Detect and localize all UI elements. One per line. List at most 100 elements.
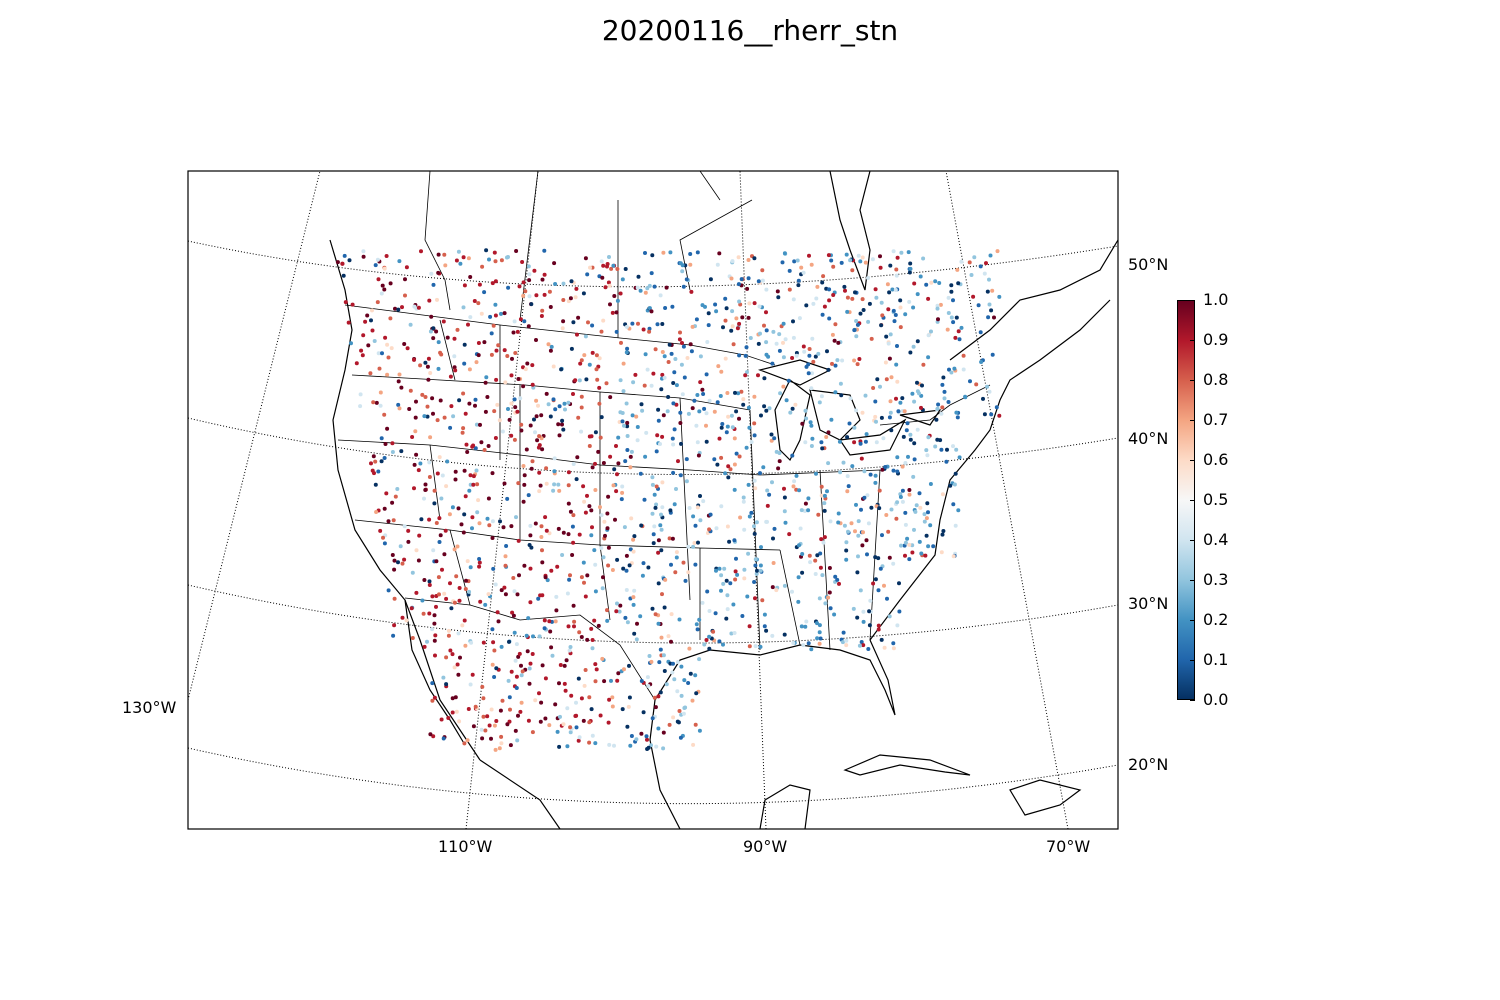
colorbar-tick-label: 0.0 (1203, 690, 1229, 709)
station-point (737, 299, 742, 304)
station-point (593, 562, 598, 567)
station-point (860, 410, 865, 415)
station-point (791, 484, 796, 489)
station-point (457, 398, 462, 403)
station-point (855, 570, 860, 575)
station-point (822, 501, 827, 506)
station-point (487, 723, 492, 728)
station-point (612, 294, 617, 298)
station-point (713, 302, 718, 307)
station-point (425, 414, 430, 419)
station-point (734, 409, 739, 414)
station-point (645, 737, 649, 742)
station-point (756, 341, 761, 346)
station-point (663, 306, 668, 310)
station-point (462, 283, 467, 288)
station-point (866, 647, 871, 651)
station-point (680, 269, 685, 274)
station-points (335, 248, 1002, 752)
station-point (628, 743, 633, 748)
station-point (807, 353, 812, 358)
station-point (877, 506, 882, 511)
station-point (695, 627, 700, 632)
station-point (946, 295, 951, 300)
station-point (732, 487, 737, 492)
station-point (989, 308, 994, 313)
station-point (898, 298, 903, 303)
station-point (660, 350, 665, 354)
station-point (624, 324, 629, 329)
station-point (404, 265, 409, 270)
station-point (711, 629, 716, 634)
station-point (678, 473, 683, 478)
station-point (871, 386, 876, 390)
station-point (503, 563, 508, 568)
station-point (585, 573, 590, 578)
station-point (772, 526, 777, 531)
station-point (946, 400, 951, 404)
station-point (360, 353, 365, 358)
station-point (557, 433, 562, 438)
station-point (701, 392, 706, 396)
station-point (649, 309, 654, 314)
station-point (343, 300, 348, 305)
station-point (375, 257, 380, 262)
station-point (801, 270, 806, 275)
station-point (578, 361, 583, 366)
station-point (717, 251, 722, 256)
station-point (661, 746, 666, 751)
station-point (752, 301, 757, 306)
station-point (852, 358, 857, 363)
colorbar-tick-mark (1190, 460, 1195, 461)
station-point (402, 342, 407, 346)
station-point (437, 455, 442, 460)
station-point (671, 661, 675, 666)
station-point (762, 323, 766, 328)
station-point (728, 581, 733, 586)
station-point (530, 652, 535, 656)
station-point (668, 508, 673, 513)
station-point (838, 381, 843, 386)
station-point (527, 278, 532, 283)
station-point (818, 565, 823, 570)
station-point (369, 461, 373, 466)
station-point (777, 459, 782, 464)
station-point (607, 742, 612, 747)
station-point (469, 640, 474, 645)
station-point (806, 496, 811, 501)
station-point (753, 644, 758, 649)
station-point (645, 367, 650, 372)
station-point (799, 624, 804, 629)
station-point (765, 503, 770, 508)
station-point (669, 562, 673, 567)
station-point (661, 730, 666, 735)
station-point (978, 330, 983, 335)
station-point (753, 563, 758, 568)
station-point (840, 640, 845, 645)
station-point (410, 435, 415, 439)
station-point (694, 622, 699, 627)
station-point (861, 308, 866, 312)
station-point (451, 414, 456, 419)
station-point (482, 290, 487, 295)
station-point (686, 411, 691, 416)
station-point (641, 327, 646, 332)
station-point (539, 413, 544, 418)
station-point (500, 429, 505, 434)
station-point (858, 588, 863, 593)
station-point (395, 487, 400, 491)
station-point (638, 288, 643, 293)
station-point (430, 627, 435, 632)
station-point (406, 539, 411, 544)
station-point (949, 315, 954, 320)
colorbar-tick-label: 0.5 (1203, 490, 1229, 509)
us-canada-border (344, 304, 991, 426)
station-point (579, 358, 584, 363)
station-point (465, 450, 470, 454)
station-point (907, 542, 912, 547)
station-point (444, 596, 449, 601)
station-point (388, 281, 393, 286)
station-point (639, 402, 644, 407)
station-point (762, 612, 767, 617)
station-point (898, 495, 903, 499)
